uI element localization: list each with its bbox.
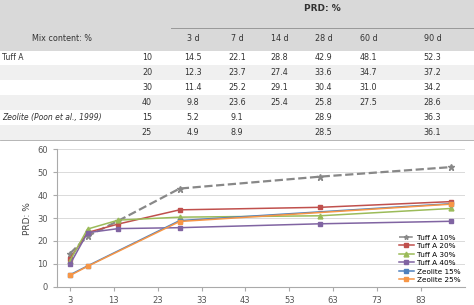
Text: 25.8: 25.8: [315, 99, 332, 107]
Text: 8.9: 8.9: [231, 128, 243, 137]
Text: 28.9: 28.9: [315, 113, 332, 122]
Text: 7 d: 7 d: [231, 34, 243, 43]
Text: 34.2: 34.2: [424, 84, 441, 92]
Text: 36.3: 36.3: [424, 113, 441, 122]
Text: 27.5: 27.5: [360, 99, 377, 107]
Text: 5.2: 5.2: [187, 113, 200, 122]
Text: 4.9: 4.9: [187, 128, 200, 137]
Text: 34.7: 34.7: [360, 68, 377, 77]
Text: 28.6: 28.6: [424, 99, 441, 107]
Text: 25.4: 25.4: [271, 99, 289, 107]
Text: 28.8: 28.8: [271, 53, 289, 63]
Text: 60 d: 60 d: [360, 34, 377, 43]
Text: Tuff A: Tuff A: [2, 53, 24, 63]
Text: 14.5: 14.5: [184, 53, 202, 63]
Bar: [0, 125, 474, 140]
Text: 15: 15: [142, 113, 152, 122]
Bar: [0, 95, 474, 110]
Text: 90 d: 90 d: [424, 34, 441, 43]
Text: 12.3: 12.3: [184, 68, 202, 77]
Text: 48.1: 48.1: [360, 53, 377, 63]
Text: 52.3: 52.3: [424, 53, 441, 63]
Text: 31.0: 31.0: [360, 84, 377, 92]
Text: 10: 10: [142, 53, 152, 63]
Y-axis label: PRD: %: PRD: %: [23, 202, 32, 235]
Text: Mix content: %: Mix content: %: [32, 34, 91, 43]
Text: 28 d: 28 d: [315, 34, 332, 43]
Bar: [0, 51, 474, 66]
Text: 9.8: 9.8: [187, 99, 200, 107]
Bar: [0, 0, 474, 51]
Text: 25: 25: [142, 128, 152, 137]
Text: 25.2: 25.2: [228, 84, 246, 92]
Text: 40: 40: [142, 99, 152, 107]
Text: PRD: %: PRD: %: [304, 4, 341, 13]
Text: 42.9: 42.9: [315, 53, 332, 63]
Text: 30: 30: [142, 84, 152, 92]
Text: Zeolite (Poon et al., 1999): Zeolite (Poon et al., 1999): [2, 113, 102, 122]
Text: 36.1: 36.1: [424, 128, 441, 137]
Text: 14 d: 14 d: [271, 34, 289, 43]
Text: 23.7: 23.7: [228, 68, 246, 77]
Text: 22.1: 22.1: [228, 53, 246, 63]
Text: 9.1: 9.1: [231, 113, 243, 122]
Text: 20: 20: [142, 68, 152, 77]
Bar: [0, 81, 474, 95]
Bar: [0, 66, 474, 81]
Text: 30.4: 30.4: [315, 84, 332, 92]
Text: 11.4: 11.4: [184, 84, 202, 92]
Text: 27.4: 27.4: [271, 68, 289, 77]
Text: 37.2: 37.2: [424, 68, 441, 77]
Bar: [0, 110, 474, 125]
Text: 29.1: 29.1: [271, 84, 289, 92]
Text: 23.6: 23.6: [228, 99, 246, 107]
Text: 28.5: 28.5: [315, 128, 332, 137]
Text: 3 d: 3 d: [187, 34, 200, 43]
Legend: Tuff A 10%, Tuff A 20%, Tuff A 30%, Tuff A 40%, Zeolite 15%, Zeolite 25%: Tuff A 10%, Tuff A 20%, Tuff A 30%, Tuff…: [399, 234, 461, 283]
Text: 33.6: 33.6: [315, 68, 332, 77]
